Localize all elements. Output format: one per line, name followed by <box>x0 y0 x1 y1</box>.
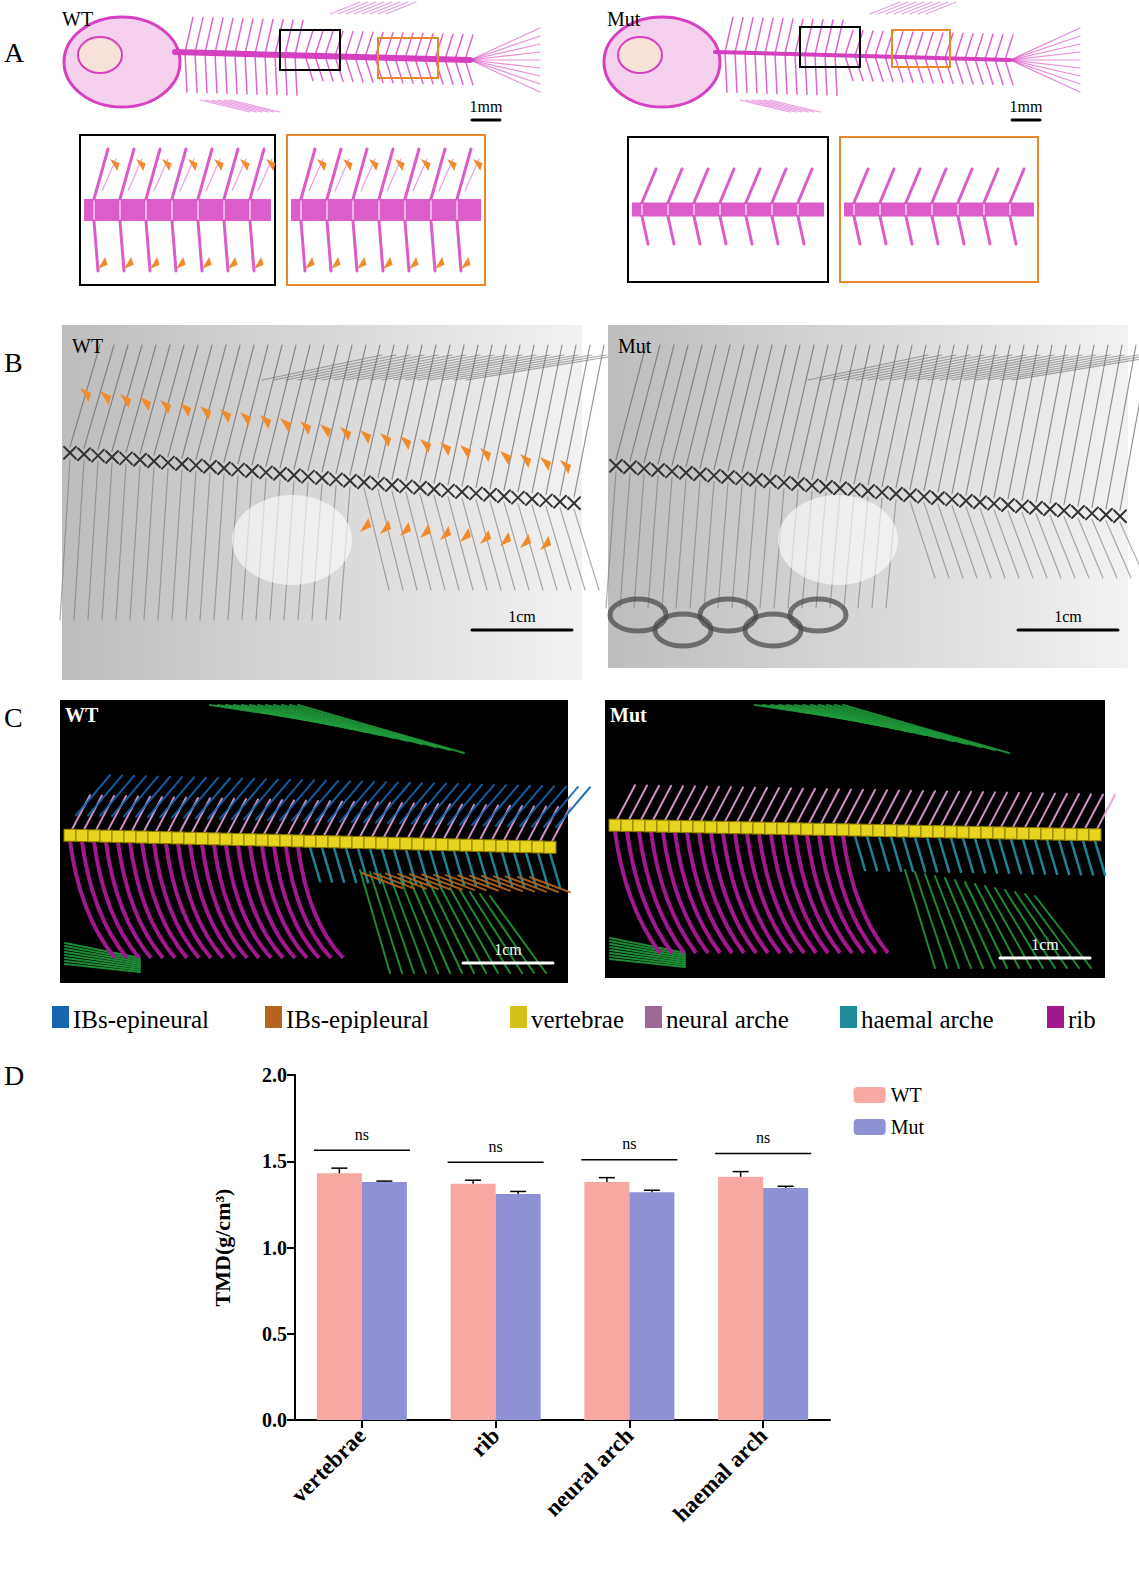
svg-text:WT: WT <box>72 335 103 357</box>
svg-text:haemal arch: haemal arch <box>668 1423 772 1527</box>
svg-text:haemal arche: haemal arche <box>861 1006 994 1033</box>
svg-text:rib: rib <box>466 1423 504 1461</box>
svg-text:1.5: 1.5 <box>262 1150 287 1172</box>
svg-text:1mm: 1mm <box>1010 98 1043 115</box>
svg-text:1mm: 1mm <box>470 98 503 115</box>
svg-text:TMD(g/cm³): TMD(g/cm³) <box>210 1189 235 1307</box>
svg-text:vertebrae: vertebrae <box>286 1423 370 1507</box>
svg-text:Mut: Mut <box>618 335 652 357</box>
svg-text:1cm: 1cm <box>1054 608 1082 625</box>
svg-text:WT: WT <box>65 704 99 726</box>
svg-text:ns: ns <box>622 1135 636 1152</box>
svg-text:0.5: 0.5 <box>262 1323 287 1345</box>
svg-text:rib: rib <box>1068 1006 1096 1033</box>
svg-text:Mut: Mut <box>607 8 641 30</box>
svg-text:ns: ns <box>355 1126 369 1143</box>
svg-text:A: A <box>4 37 25 68</box>
svg-text:1cm: 1cm <box>494 941 522 958</box>
svg-text:neural arche: neural arche <box>666 1006 789 1033</box>
svg-text:0.0: 0.0 <box>262 1409 287 1431</box>
svg-text:WT: WT <box>891 1084 922 1106</box>
svg-text:2.0: 2.0 <box>262 1064 287 1086</box>
svg-text:IBs-epineural: IBs-epineural <box>73 1006 209 1033</box>
svg-text:IBs-epipleural: IBs-epipleural <box>286 1006 429 1033</box>
svg-text:Mut: Mut <box>891 1116 925 1138</box>
svg-text:Mut: Mut <box>610 704 647 726</box>
svg-text:ns: ns <box>756 1129 770 1146</box>
svg-text:1cm: 1cm <box>1031 936 1059 953</box>
svg-text:B: B <box>4 347 23 378</box>
svg-text:D: D <box>4 1060 24 1091</box>
svg-text:1cm: 1cm <box>508 608 536 625</box>
svg-text:vertebrae: vertebrae <box>531 1006 624 1033</box>
svg-text:WT: WT <box>62 8 93 30</box>
svg-text:ns: ns <box>489 1138 503 1155</box>
svg-text:neural arch: neural arch <box>540 1423 638 1521</box>
svg-text:1.0: 1.0 <box>262 1237 287 1259</box>
svg-text:C: C <box>4 702 23 733</box>
